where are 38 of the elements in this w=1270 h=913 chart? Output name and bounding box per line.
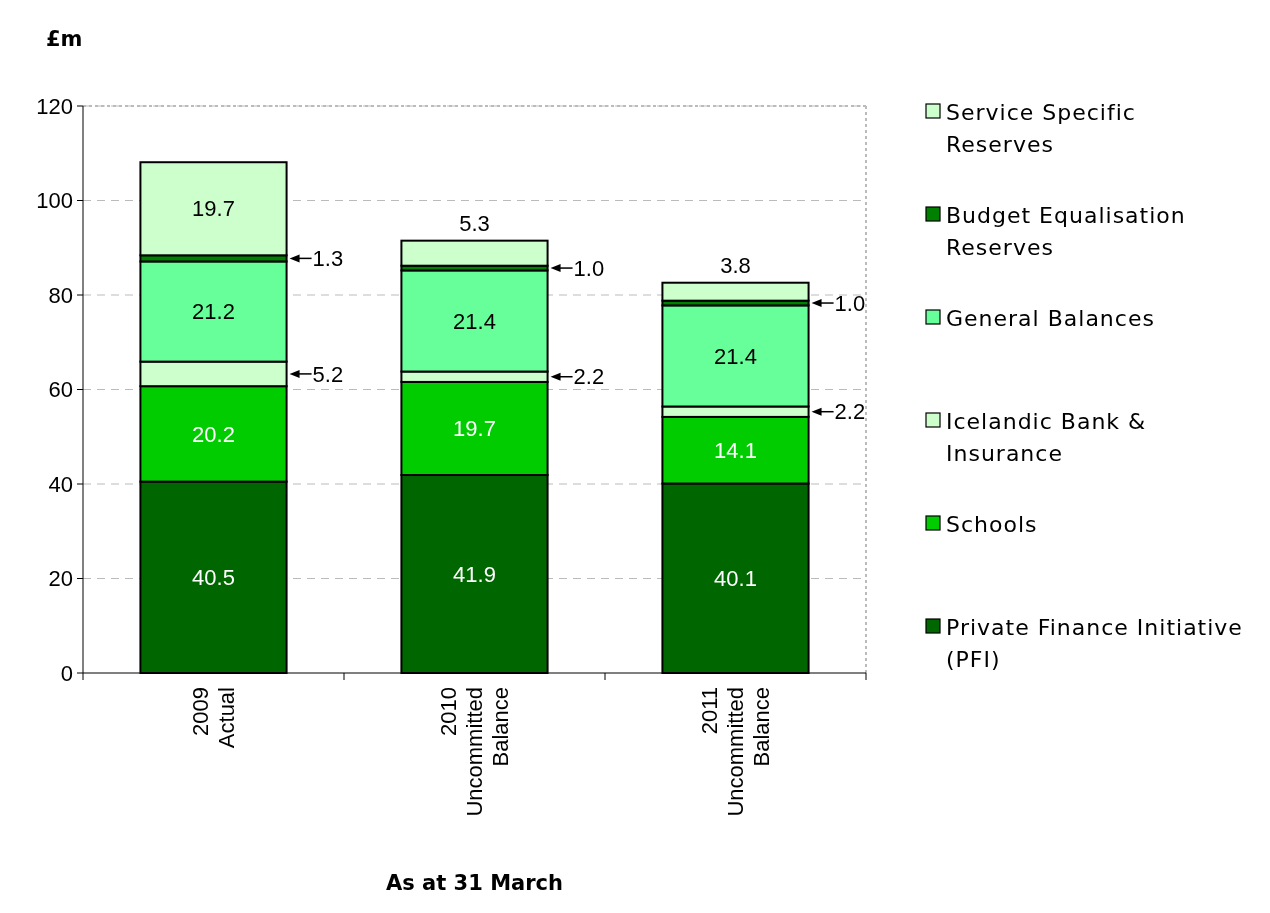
data-label: 41.9 [453, 561, 496, 587]
data-label: 20.2 [192, 421, 235, 447]
bar [400, 239, 549, 267]
x-tick-label: 2010 Uncommitted Balance [436, 687, 514, 817]
x-tick-label: 2009 Actual [188, 687, 240, 749]
data-label: 21.4 [453, 308, 496, 334]
data-label: 1.0 [834, 290, 866, 316]
legend-label: General Balances [946, 305, 1155, 331]
data-label: 40.5 [192, 565, 235, 591]
y-tick-label: 120 [36, 93, 73, 119]
data-label: 1.0 [573, 255, 605, 281]
y-tick-label: 100 [36, 188, 73, 214]
data-label: 1.3 [312, 246, 344, 272]
legend-label: Private Finance Initiative (PFI) [946, 614, 1243, 672]
data-label: 19.7 [192, 196, 235, 222]
data-label: 3.8 [720, 252, 751, 278]
y-tick-label: 20 [48, 566, 73, 592]
data-label: 21.4 [714, 343, 757, 369]
y-axis-title: £m [46, 27, 83, 51]
data-label: 21.2 [192, 299, 235, 325]
data-label: 14.1 [714, 437, 757, 463]
legend-label: Schools [946, 511, 1038, 537]
legend-label: Budget Equalisation Reserves [946, 202, 1186, 260]
data-label: 40.1 [714, 565, 757, 591]
data-label: 19.7 [453, 416, 496, 442]
y-tick-label: 40 [48, 471, 73, 497]
y-tick-label: 80 [48, 282, 73, 308]
y-tick-label: 60 [48, 377, 73, 403]
bar [661, 281, 810, 302]
data-label: 2.2 [834, 399, 866, 425]
legend-label: Icelandic Bank & Insurance [946, 408, 1147, 466]
data-label: 5.2 [312, 361, 344, 387]
data-label: 2.2 [573, 364, 605, 390]
legend-label: Service Specific Reserves [946, 99, 1136, 157]
y-tick-label: 0 [60, 660, 73, 686]
x-tick-label: 2011 Uncommitted Balance [697, 687, 775, 817]
x-axis-title: As at 31 March [386, 871, 563, 895]
data-label: 5.3 [459, 210, 490, 236]
